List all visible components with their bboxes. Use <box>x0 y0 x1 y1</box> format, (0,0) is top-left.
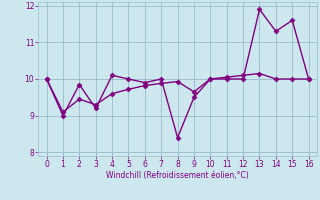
X-axis label: Windchill (Refroidissement éolien,°C): Windchill (Refroidissement éolien,°C) <box>106 171 249 180</box>
